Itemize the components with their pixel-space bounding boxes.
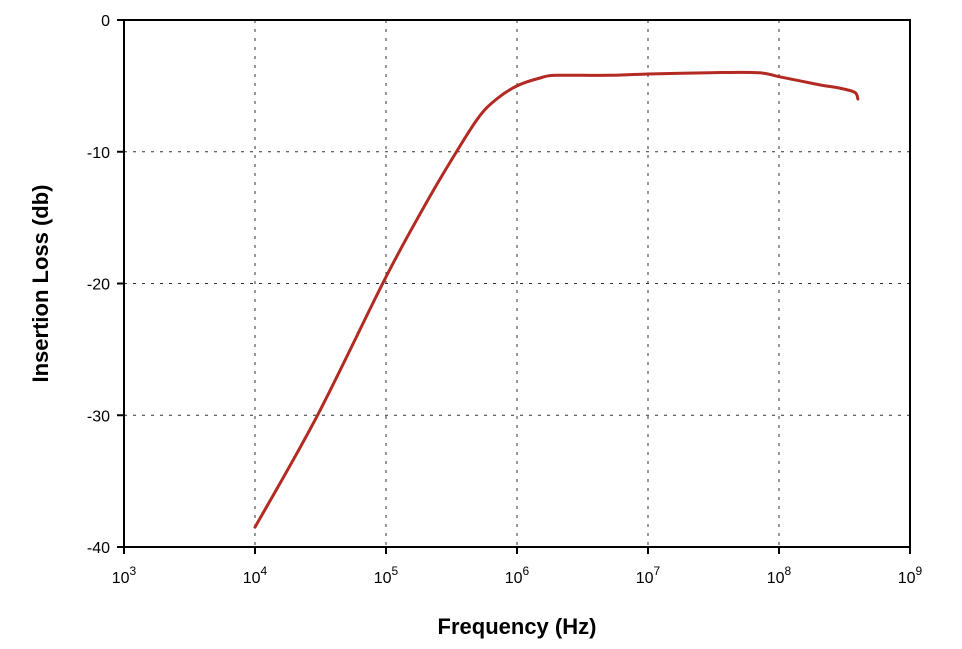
x-tick-label: 107	[636, 564, 661, 587]
x-tick-labels: 103 104 105 106 107 108 109	[112, 564, 923, 587]
y-tick-label: -30	[87, 408, 110, 425]
x-tick-label: 108	[767, 564, 792, 587]
x-tick-label: 106	[505, 564, 530, 587]
x-tick-label: 104	[243, 564, 268, 587]
x-tick-label: 103	[112, 564, 137, 587]
axis-ticks	[117, 19, 911, 554]
y-tick-label: -10	[87, 145, 110, 162]
x-tick-label: 105	[374, 564, 399, 587]
x-axis-title: Frequency (Hz)	[438, 614, 597, 639]
y-tick-label: -20	[87, 277, 110, 294]
x-tick-label: 109	[898, 564, 923, 587]
grid-lines	[124, 20, 910, 547]
y-tick-label: -40	[87, 540, 110, 557]
insertion-loss-line	[253, 70, 860, 529]
y-tick-label: 0	[101, 13, 110, 30]
y-tick-labels: 0 -10 -20 -30 -40	[87, 13, 110, 557]
y-axis-title: Insertion Loss (db)	[28, 185, 53, 383]
